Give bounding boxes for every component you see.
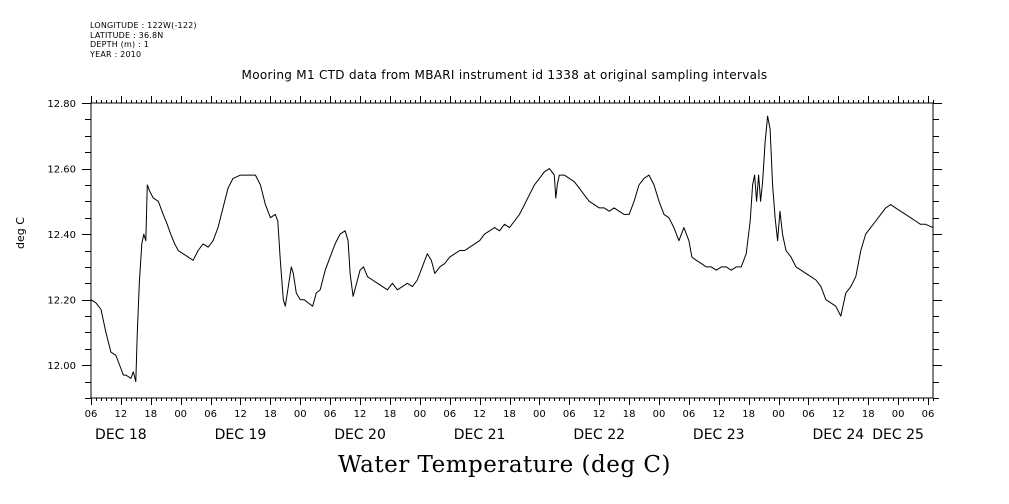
x-hour-tick-label: 12	[712, 409, 725, 420]
x-day-label: DEC 22	[573, 427, 625, 443]
x-hour-tick-label: 00	[294, 409, 307, 420]
x-hour-tick-label: 00	[772, 409, 785, 420]
x-hour-tick-label: 06	[922, 409, 935, 420]
axes-group	[90, 102, 934, 399]
x-day-label: DEC 20	[334, 427, 386, 443]
x-hour-tick-label: 06	[85, 409, 98, 420]
x-day-label: DEC 18	[95, 427, 147, 443]
x-hour-tick-label: 06	[443, 409, 456, 420]
y-tick-label: 12.40	[47, 230, 76, 241]
x-hour-tick-label: 18	[742, 409, 755, 420]
series-group	[90, 115, 934, 383]
x-hour-tick-label: 18	[264, 409, 277, 420]
temperature-series-line	[90, 115, 934, 383]
metadata-block: LONGITUDE : 122W(-122) LATITUDE : 36.8N …	[90, 21, 197, 59]
x-day-label: DEC 19	[215, 427, 267, 443]
x-hour-tick-label: 12	[115, 409, 128, 420]
x-hour-tick-label: 18	[623, 409, 636, 420]
x-hour-tick-label: 12	[473, 409, 486, 420]
x-hour-tick-label: 12	[354, 409, 367, 420]
x-hour-tick-label: 06	[802, 409, 815, 420]
x-hour-tick-label: 12	[234, 409, 247, 420]
x-axis-title: Water Temperature (deg C)	[338, 452, 671, 478]
x-hour-tick-label: 00	[174, 409, 187, 420]
x-hour-tick-label: 18	[144, 409, 157, 420]
x-hour-tick-label: 06	[204, 409, 217, 420]
x-day-label: DEC 24	[813, 427, 865, 443]
x-hour-tick-label: 06	[563, 409, 576, 420]
longitude-label: LONGITUDE : 122W(-122)	[90, 21, 197, 30]
x-hour-tick-label: 18	[862, 409, 875, 420]
x-hour-tick-label: 12	[832, 409, 845, 420]
x-hour-tick-label: 18	[503, 409, 516, 420]
depth-label: DEPTH (m) : 1	[90, 40, 149, 50]
tick-labels-group: 06 12 18 00 06 12 18 00 06 12 18 00 06 12 18 00 06 12 18 00…	[47, 99, 934, 443]
x-day-label: DEC 23	[693, 427, 745, 443]
y-tick-label: 12.00	[47, 361, 76, 372]
x-hour-tick-label: 06	[683, 409, 696, 420]
x-day-label: DEC 25	[872, 427, 924, 443]
ticks-group	[82, 96, 942, 405]
x-hour-tick-label: 12	[593, 409, 606, 420]
x-hour-tick-label: 00	[533, 409, 546, 420]
x-hour-tick-label: 06	[324, 409, 337, 420]
y-tick-label: 12.80	[47, 99, 76, 110]
chart-title: Mooring M1 CTD data from MBARI instrumen…	[241, 68, 768, 82]
plot-frame	[90, 102, 934, 399]
y-tick-label: 12.60	[47, 165, 76, 176]
y-tick-label: 12.20	[47, 296, 76, 307]
latitude-label: LATITUDE : 36.8N	[90, 30, 164, 40]
x-hour-tick-label: 18	[384, 409, 397, 420]
year-label: YEAR : 2010	[90, 49, 142, 59]
x-hour-tick-label: 00	[413, 409, 426, 420]
x-hour-tick-label: 00	[892, 409, 905, 420]
x-hour-tick-label: 00	[653, 409, 666, 420]
x-day-label: DEC 21	[454, 427, 506, 443]
